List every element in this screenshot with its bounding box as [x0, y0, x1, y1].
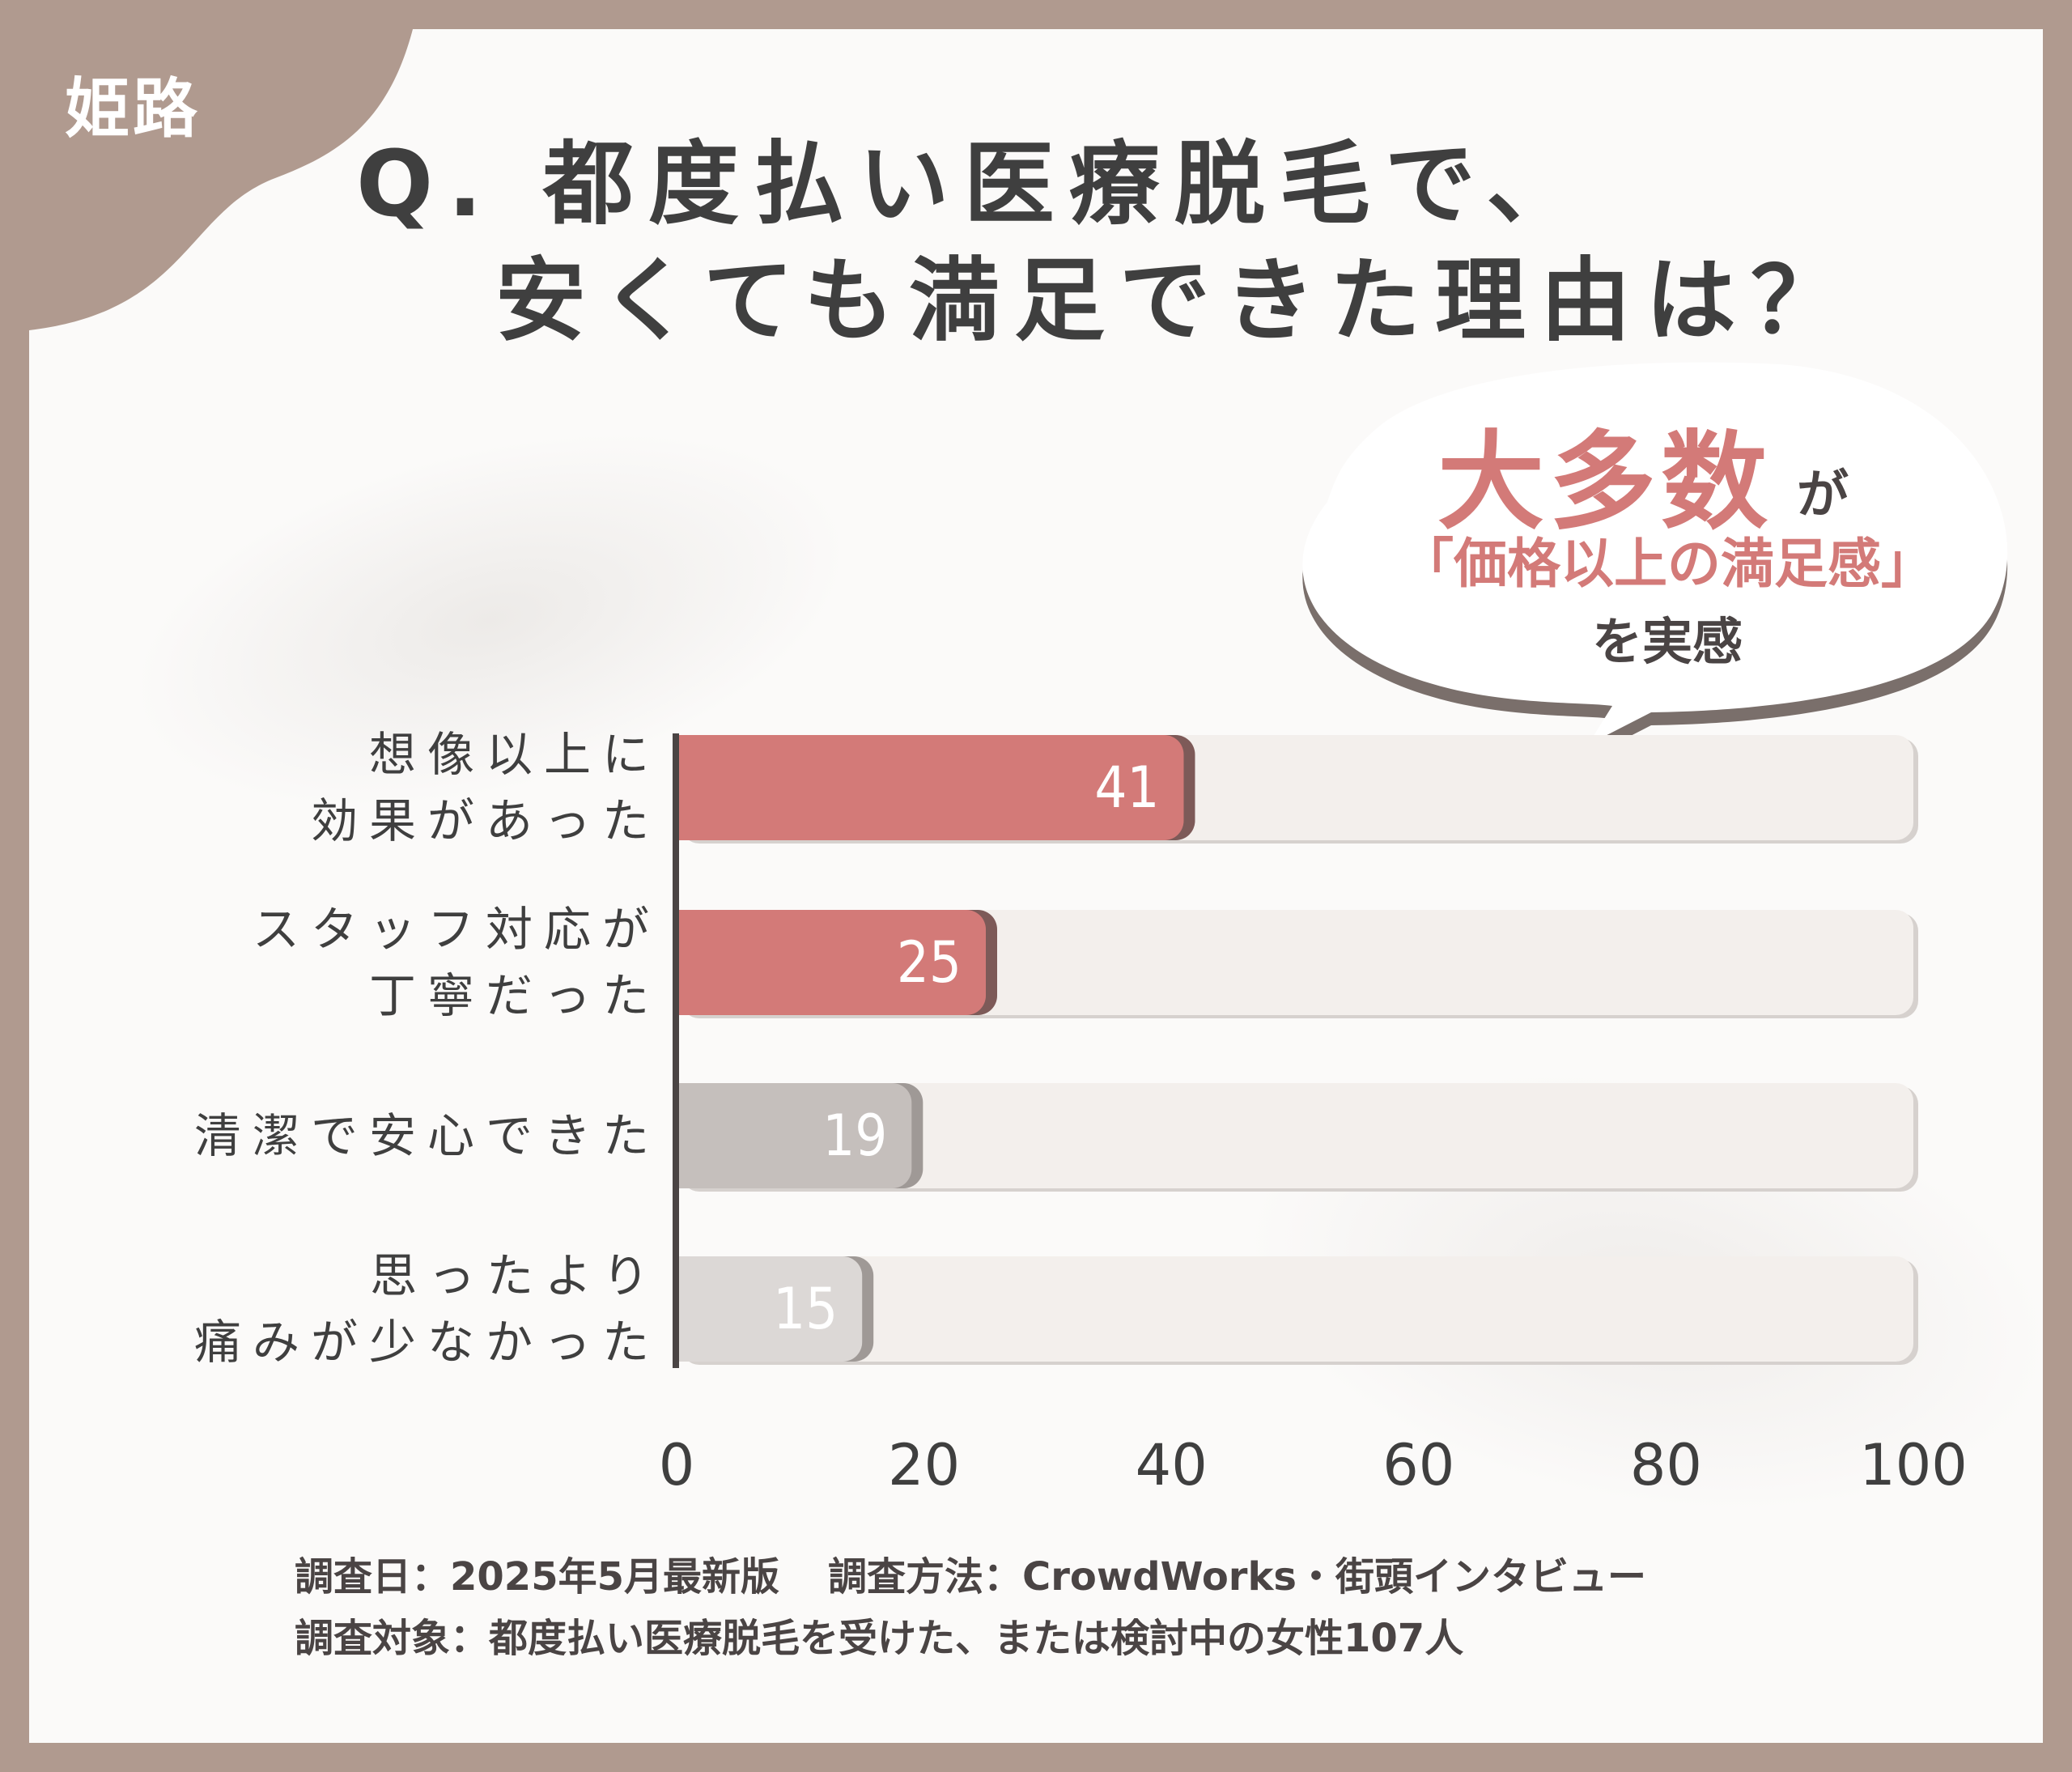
bar-value-label: 25	[897, 929, 962, 996]
bar	[677, 735, 1184, 840]
bar-base	[677, 1256, 701, 1362]
x-tick-label: 40	[1136, 1432, 1208, 1498]
bar-base	[677, 910, 701, 1015]
x-tick-label: 80	[1630, 1432, 1702, 1498]
bar	[677, 1083, 912, 1188]
category-label-line: 丁寧だった	[368, 967, 660, 1023]
card	[29, 29, 2043, 1743]
page-title-line1: Q. 都度払い医療脱毛で、	[356, 132, 1592, 237]
city-corner-shape	[29, 29, 413, 330]
category-label: スタッフ対応が丁寧だった	[253, 896, 660, 1030]
survey-target: 調査対象：都度払い医療脱毛を受けた、または検討中の女性107人	[295, 1616, 1464, 1661]
survey-method: 調査方法：CrowdWorks・街頭インタビュー	[828, 1554, 1646, 1600]
bar-value-label: 41	[1094, 754, 1159, 821]
x-tick-label: 100	[1859, 1432, 1968, 1498]
category-label: 清潔で安心できた	[194, 1103, 660, 1169]
bar-value-label: 15	[773, 1276, 838, 1342]
city-badge: 姫路	[65, 71, 201, 147]
callout-bubble	[1302, 375, 2008, 808]
category-label: 想像以上に効果があった	[311, 721, 660, 855]
callout-quote: 「価格以上の満足感」	[1400, 533, 1934, 595]
bar-base	[677, 735, 701, 840]
x-tick-label: 0	[659, 1432, 695, 1498]
bar-track	[677, 1256, 1913, 1362]
survey-date: 調査日：2025年5月最新版	[295, 1554, 779, 1600]
callout-particle: が	[1797, 465, 1849, 525]
bar	[677, 910, 986, 1015]
category-label-line: 清潔で安心できた	[193, 1107, 660, 1163]
bar-value-label: 19	[822, 1103, 887, 1169]
page-title-line2: 安くても満足できた理由は？	[495, 249, 1857, 354]
bar-base	[677, 1083, 701, 1188]
survey-note-line1: 調査日：2025年5月最新版 調査方法：CrowdWorks・街頭インタビュー	[295, 1557, 1646, 1596]
x-tick-label: 20	[888, 1432, 960, 1498]
callout-emphasis: 大多数	[1437, 420, 1773, 545]
bar-track	[677, 1083, 1913, 1188]
bar	[677, 1256, 863, 1362]
category-label-line: スタッフ対応が	[252, 901, 660, 957]
category-label-line: 効果があった	[310, 793, 660, 848]
category-label-line: 想像以上に	[368, 726, 660, 782]
category-label: 思ったより痛みが少なかった	[194, 1243, 660, 1376]
category-label-line: 痛みが少なかった	[193, 1314, 660, 1370]
category-label-line: 思ったより	[370, 1247, 660, 1303]
y-axis-line	[673, 733, 679, 1368]
x-tick-label: 60	[1382, 1432, 1454, 1498]
bar-chart: 41 25 19 15 0 20 40 60 80 100	[659, 733, 1968, 1498]
callout-tail-text: を実感	[1591, 612, 1743, 671]
